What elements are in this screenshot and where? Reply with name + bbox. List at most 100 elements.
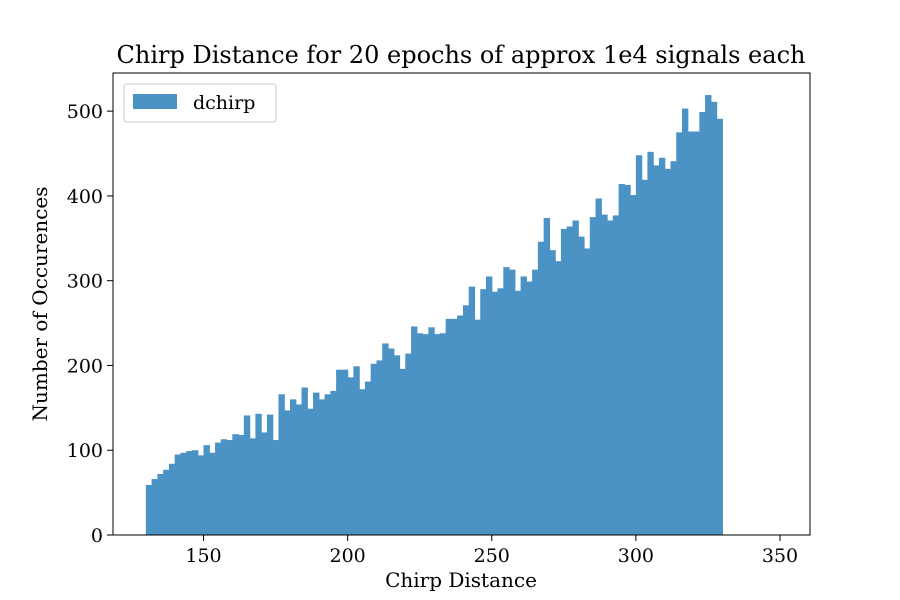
histogram-bar	[439, 333, 447, 535]
y-axis-label: Number of Occurences	[28, 187, 52, 422]
histogram-bar	[693, 131, 700, 535]
legend: dchirp	[123, 83, 277, 123]
histogram-bar	[364, 381, 372, 535]
histogram-bar	[243, 415, 251, 535]
histogram-bar	[422, 334, 429, 535]
histogram-bar	[462, 305, 470, 535]
histogram-bar	[509, 269, 516, 535]
x-tick-label: 300	[618, 545, 654, 567]
histogram-bar	[180, 452, 187, 535]
histogram-bar	[451, 318, 458, 535]
histogram-bar	[676, 132, 683, 535]
histogram-bar	[295, 404, 303, 535]
histogram-bar	[353, 366, 360, 535]
histogram-bar	[168, 463, 176, 535]
histogram-bar	[486, 276, 493, 535]
x-tick-label: 250	[474, 545, 510, 567]
histogram-bar	[572, 220, 579, 535]
histogram-bar	[411, 326, 418, 535]
histogram-bar	[566, 226, 574, 535]
histogram-bar	[445, 318, 453, 535]
histogram-bar	[255, 413, 262, 535]
histogram-bar	[261, 432, 268, 535]
y-tick-label: 200	[67, 355, 103, 377]
histogram-bar	[716, 118, 723, 535]
histogram-bar	[480, 289, 487, 535]
histogram-bar	[370, 363, 378, 535]
histogram-bar	[215, 442, 222, 535]
histogram-bar	[324, 394, 331, 535]
histogram-bar	[387, 348, 395, 535]
histogram-bar	[624, 184, 631, 535]
histogram-bar	[670, 161, 677, 535]
histogram-bar	[163, 469, 170, 535]
histogram-bar	[203, 445, 210, 535]
x-axis-label: Chirp Distance	[385, 568, 537, 592]
histogram-bar	[589, 217, 597, 535]
y-tick-label: 100	[67, 440, 103, 462]
axes-group: 150 200 250 300 350 0 100 200 300 400 500	[67, 72, 811, 567]
histogram-bar	[497, 288, 504, 535]
y-tick-label: 500	[67, 101, 103, 123]
histogram-bar	[238, 434, 245, 535]
histogram-bar	[226, 440, 233, 535]
histogram-bar	[330, 390, 337, 535]
histogram-bar	[549, 250, 556, 535]
histogram-bar	[278, 394, 285, 535]
histogram-bar	[336, 369, 343, 535]
histogram-bar	[630, 195, 637, 536]
histogram-bar	[537, 241, 545, 535]
histogram-bar	[220, 439, 228, 535]
histogram-bar	[653, 165, 660, 535]
histogram-bar	[641, 179, 649, 535]
histogram-bar	[457, 315, 464, 535]
histogram-bar	[658, 157, 666, 536]
histogram-bar	[318, 399, 326, 535]
legend-box	[123, 83, 277, 123]
histogram-bar	[191, 450, 199, 535]
histogram-bar	[393, 355, 401, 535]
histogram-bar	[157, 473, 164, 535]
histogram-bar	[491, 291, 499, 535]
y-tick-label: 300	[67, 271, 103, 293]
histogram-bar	[635, 155, 643, 535]
plot-frame	[112, 72, 811, 536]
histogram-bar	[584, 248, 591, 536]
y-tick-label: 400	[67, 186, 103, 208]
histogram-bar	[560, 228, 568, 536]
histogram-bar	[710, 101, 718, 535]
histogram-bar	[347, 377, 355, 535]
histogram-bar	[416, 333, 424, 535]
y-tick-label: 0	[91, 525, 103, 547]
histogram-bar	[405, 353, 412, 535]
histogram-bar	[382, 343, 389, 535]
histogram-bar	[607, 220, 614, 535]
histogram-bar	[664, 168, 672, 535]
histogram-bar	[468, 286, 476, 535]
histogram-bar	[209, 452, 216, 535]
histogram-bar	[145, 484, 153, 535]
legend-entry-dchirp: dchirp	[193, 92, 255, 114]
histogram-bar	[647, 151, 654, 535]
histogram-bar	[578, 236, 585, 535]
x-tick-label: 150	[185, 545, 221, 567]
histogram-bar	[543, 217, 551, 535]
histogram-bar	[595, 198, 602, 535]
histogram-bar	[682, 108, 689, 535]
x-tick-label: 350	[762, 545, 798, 567]
histogram-bar	[618, 184, 625, 535]
histogram-bar	[289, 399, 297, 535]
histogram-bar	[272, 440, 280, 535]
histogram-bar	[232, 434, 239, 535]
histogram-bar	[266, 414, 274, 535]
histogram-bar	[503, 267, 510, 535]
histogram-bar	[307, 408, 314, 535]
histogram-bar	[705, 95, 712, 535]
histogram-bar	[301, 387, 308, 535]
histogram-bar	[151, 479, 158, 535]
histogram-bar	[555, 261, 562, 535]
histogram-bar	[249, 438, 256, 535]
histogram-bar	[341, 369, 349, 535]
histogram-bar	[186, 451, 193, 535]
